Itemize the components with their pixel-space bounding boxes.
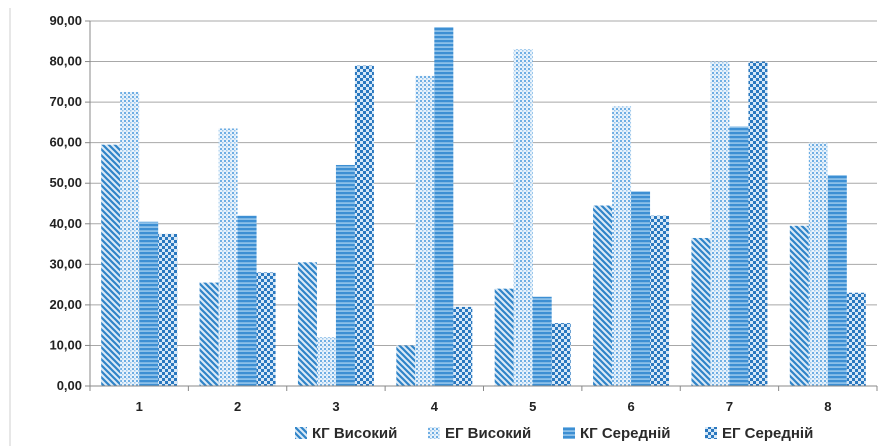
legend-label: ЕГ Середній	[722, 425, 813, 442]
y-tick-label: 50,00	[49, 175, 82, 190]
y-axis: 0,00 10,00 20,00 30,00 40,00 50,00 60,00 70,00 8…	[49, 13, 91, 393]
bar-1-cat-7	[691, 237, 711, 386]
legend-label: КГ Високий	[312, 425, 397, 442]
bar-3-cat-8	[827, 175, 847, 386]
bar-2-cat-4	[415, 75, 435, 386]
bar-1-cat-4	[396, 345, 416, 386]
bar-3-cat-1	[139, 221, 159, 386]
bar-4-cat-1	[158, 233, 178, 386]
bars	[101, 27, 866, 387]
legend-swatch	[705, 427, 717, 439]
bar-2-cat-3	[316, 337, 336, 386]
bar-3-cat-7	[729, 126, 749, 386]
bar-1-cat-5	[494, 288, 514, 386]
x-tick-label: 7	[726, 399, 733, 414]
legend-label: ЕГ Високий	[445, 425, 531, 442]
bar-2-cat-7	[710, 61, 730, 387]
y-tick-label: 40,00	[49, 216, 82, 231]
bar-2-cat-5	[513, 49, 533, 387]
y-tick-label: 20,00	[49, 297, 82, 312]
bar-1-cat-6	[593, 205, 613, 386]
y-tick-label: 70,00	[49, 94, 82, 109]
x-tick-label: 1	[136, 399, 143, 414]
bar-1-cat-8	[789, 225, 809, 386]
bar-3-cat-5	[532, 296, 552, 386]
legend-swatch	[295, 427, 307, 439]
y-tick-label: 60,00	[49, 135, 82, 150]
bar-2-cat-8	[808, 142, 828, 386]
bar-2-cat-1	[120, 91, 140, 386]
y-tick-label: 0,00	[57, 378, 82, 393]
y-tick-label: 10,00	[49, 337, 82, 352]
bar-3-cat-2	[237, 215, 257, 386]
x-tick-label: 5	[529, 399, 536, 414]
x-axis: 1 2 3 4 5 6 7 8	[89, 385, 878, 414]
legend-label: КГ Середній	[580, 425, 670, 442]
bar-4-cat-4	[453, 306, 473, 386]
bar-4-cat-3	[354, 65, 374, 386]
legend-swatch	[428, 427, 440, 439]
bar-1-cat-2	[199, 282, 219, 386]
x-tick-label: 2	[234, 399, 241, 414]
bar-4-cat-7	[748, 61, 768, 387]
bar-1-cat-1	[101, 144, 121, 386]
y-tick-label: 80,00	[49, 54, 82, 69]
x-tick-label: 3	[332, 399, 339, 414]
x-tick-label: 8	[824, 399, 831, 414]
bar-3-cat-6	[631, 191, 651, 386]
y-tick-label: 30,00	[49, 256, 82, 271]
y-tick-label: 90,00	[49, 13, 82, 28]
bar-4-cat-2	[256, 272, 276, 386]
bar-3-cat-3	[335, 164, 355, 386]
bar-2-cat-6	[612, 106, 632, 387]
x-tick-label: 6	[627, 399, 634, 414]
bar-4-cat-8	[846, 292, 866, 386]
bar-3-cat-4	[434, 27, 454, 386]
bar-4-cat-5	[551, 323, 571, 386]
x-tick-label: 4	[431, 399, 439, 414]
bar-2-cat-2	[218, 128, 238, 386]
bar-1-cat-3	[297, 262, 317, 386]
legend: КГ Високий ЕГ Високий КГ Середній ЕГ Середн…	[295, 425, 813, 442]
bar-4-cat-6	[650, 215, 670, 386]
legend-swatch	[563, 427, 575, 439]
